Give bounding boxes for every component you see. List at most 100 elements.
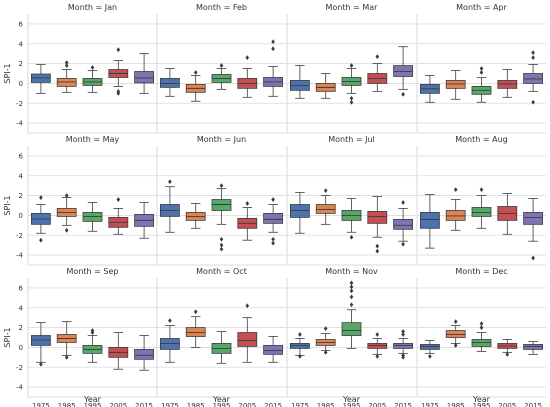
- box-1975: [159, 318, 180, 363]
- outlier-point: [193, 309, 198, 315]
- box-1975: [159, 68, 180, 97]
- outlier-point: [453, 187, 458, 193]
- outlier-point: [168, 318, 172, 324]
- outlier-point: [401, 241, 405, 247]
- y-tick-label: -4: [16, 120, 24, 128]
- outlier-point: [401, 354, 405, 360]
- panel-11: Month = Nov 1975 1985 1995 2005 2015: [286, 267, 416, 407]
- box-1975: [419, 194, 440, 249]
- box-iqr: [445, 80, 466, 89]
- y-tick-label: 6: [19, 152, 24, 160]
- x-tick-label: 2015: [264, 402, 282, 407]
- y-axis-label: SPI-1: [3, 195, 12, 215]
- x-axis-label: Year: [472, 395, 491, 404]
- box-iqr: [159, 338, 180, 350]
- outlier-point: [349, 284, 354, 290]
- outlier-point: [453, 343, 458, 348]
- y-tick-label: -2: [16, 364, 23, 372]
- box-iqr: [393, 65, 414, 77]
- outlier-point: [505, 351, 510, 357]
- outlier-point: [271, 197, 275, 202]
- panel-title: Month = Aug: [455, 135, 507, 144]
- y-tick-label: 6: [19, 20, 24, 28]
- panel-2: Month = Feb: [156, 3, 286, 134]
- box-1985: [315, 73, 336, 99]
- box-iqr: [211, 199, 232, 211]
- box-iqr: [497, 80, 518, 89]
- panel-title: Month = Sep: [67, 267, 119, 276]
- y-tick-label: -2: [16, 232, 23, 240]
- panel-10: Month = Oct 1975 1985 1995 2005 2015: [156, 267, 286, 407]
- x-tick-label: 1995: [213, 402, 231, 407]
- outlier-point: [245, 55, 250, 61]
- box-2015: [523, 341, 543, 355]
- x-tick-label: 1975: [421, 402, 439, 407]
- box-1995: [82, 328, 103, 363]
- box-iqr: [82, 212, 103, 222]
- box-1975: [289, 192, 310, 234]
- box-1985: [445, 70, 466, 100]
- panel-title: Month = Apr: [456, 3, 507, 12]
- outlier-point: [531, 50, 535, 56]
- box-iqr: [445, 330, 466, 338]
- panel-9: Month = Sep -4 -2 0 2 4 6 1975 1985 1995 2005 2015: [16, 267, 157, 407]
- x-tick-label: 2005: [498, 402, 516, 407]
- x-tick-label: 2015: [394, 402, 412, 407]
- box-1975: [30, 322, 51, 367]
- outlier-point: [479, 325, 484, 330]
- box-1995: [341, 280, 362, 349]
- y-tick-label: -4: [16, 252, 24, 260]
- outlier-point: [401, 91, 405, 97]
- outlier-point: [531, 99, 535, 105]
- outlier-point: [64, 227, 69, 233]
- box-iqr: [367, 343, 388, 349]
- box-2005: [367, 196, 388, 254]
- box-1995: [211, 183, 232, 252]
- outlier-point: [401, 200, 405, 205]
- x-axis-label: Year: [342, 395, 361, 404]
- box-2005: [237, 201, 258, 241]
- y-tick-label: -2: [16, 100, 23, 108]
- outlier-point: [90, 65, 95, 70]
- x-tick-label: 2005: [368, 402, 386, 407]
- panel-7: Month = Jul: [286, 135, 416, 266]
- box-iqr: [237, 332, 258, 347]
- box-1985: [445, 187, 466, 231]
- box-iqr: [289, 204, 310, 218]
- box-2015: [523, 198, 543, 261]
- box-iqr: [393, 218, 414, 230]
- panel-title: Month = Feb: [196, 3, 247, 12]
- outlier-point: [39, 195, 43, 200]
- box-2015: [393, 329, 414, 360]
- x-tick-label: 1975: [291, 402, 309, 407]
- panel-6: Month = Jun: [156, 135, 286, 266]
- panel-3: Month = Mar: [286, 3, 416, 134]
- outlier-point: [116, 197, 121, 202]
- outlier-point: [349, 288, 354, 294]
- x-tick-label: 1975: [32, 402, 50, 407]
- box-iqr: [367, 211, 388, 224]
- box-1995: [211, 63, 232, 90]
- y-tick-label: 0: [19, 212, 23, 220]
- panel-title: Month = Jul: [328, 135, 375, 144]
- box-1975: [30, 195, 51, 243]
- outlier-point: [453, 319, 458, 325]
- box-2005: [367, 332, 388, 359]
- outlier-point: [245, 303, 250, 309]
- box-1995: [82, 202, 103, 232]
- box-iqr: [56, 78, 77, 87]
- box-1985: [185, 309, 206, 348]
- outlier-point: [64, 354, 69, 360]
- outlier-point: [64, 193, 69, 198]
- x-axis-label: Year: [83, 395, 102, 404]
- y-tick-label: 0: [19, 80, 23, 88]
- x-axis-label: Year: [212, 395, 231, 404]
- x-tick-label: 1985: [317, 402, 335, 407]
- box-2005: [237, 303, 258, 363]
- box-iqr: [419, 344, 440, 350]
- panel-8: Month = Aug: [416, 135, 546, 266]
- box-1985: [315, 326, 336, 355]
- outlier-point: [349, 302, 354, 308]
- box-2005: [497, 69, 518, 98]
- outlier-point: [116, 90, 121, 96]
